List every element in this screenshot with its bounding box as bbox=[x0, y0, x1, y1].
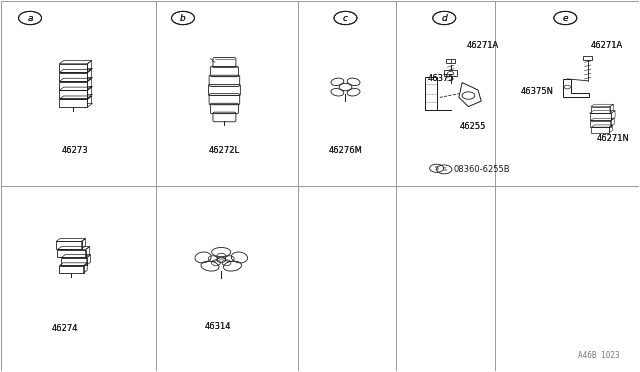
Bar bbox=[60, 90, 88, 99]
Bar bbox=[60, 73, 88, 81]
Text: e: e bbox=[563, 13, 568, 22]
Text: 46375N: 46375N bbox=[520, 87, 553, 96]
Text: 46314: 46314 bbox=[205, 322, 231, 331]
Text: e: e bbox=[563, 13, 568, 22]
Text: 46272L: 46272L bbox=[209, 147, 240, 155]
Text: 46314: 46314 bbox=[205, 322, 231, 331]
Bar bbox=[591, 127, 609, 133]
Text: 46271A: 46271A bbox=[467, 41, 499, 50]
Bar bbox=[589, 113, 611, 120]
Text: 46276M: 46276M bbox=[328, 147, 362, 155]
Text: b: b bbox=[180, 13, 186, 22]
Text: 08360-6255B: 08360-6255B bbox=[454, 165, 511, 174]
Bar bbox=[591, 107, 610, 112]
Text: d: d bbox=[442, 13, 447, 22]
Text: b: b bbox=[180, 13, 186, 22]
Bar bbox=[58, 250, 86, 257]
Text: S: S bbox=[435, 166, 438, 171]
Bar bbox=[60, 266, 84, 273]
Text: c: c bbox=[343, 13, 348, 22]
Bar bbox=[444, 70, 457, 76]
Text: 46271A: 46271A bbox=[467, 41, 499, 50]
Text: 46273: 46273 bbox=[61, 147, 88, 155]
Text: c: c bbox=[343, 13, 348, 22]
Bar bbox=[60, 64, 88, 72]
Text: 46272L: 46272L bbox=[209, 147, 240, 155]
Text: d: d bbox=[442, 13, 447, 22]
Text: 46274: 46274 bbox=[52, 324, 78, 333]
Text: 46255: 46255 bbox=[460, 122, 486, 131]
Text: 46274: 46274 bbox=[52, 324, 78, 333]
Text: 46273: 46273 bbox=[61, 147, 88, 155]
Text: 46271A: 46271A bbox=[591, 41, 623, 50]
Text: 46375: 46375 bbox=[428, 74, 454, 83]
Text: 46375N: 46375N bbox=[520, 87, 553, 96]
Bar bbox=[60, 99, 88, 108]
Bar bbox=[590, 121, 611, 126]
Text: 46271A: 46271A bbox=[591, 41, 623, 50]
Text: A46B 1023: A46B 1023 bbox=[578, 350, 620, 359]
Text: 46271N: 46271N bbox=[596, 134, 630, 142]
Text: 46255: 46255 bbox=[460, 122, 486, 131]
Text: 46276M: 46276M bbox=[328, 147, 362, 155]
Bar bbox=[61, 258, 87, 265]
Bar bbox=[60, 81, 88, 90]
Text: a: a bbox=[28, 13, 33, 22]
Text: 46375: 46375 bbox=[428, 74, 454, 83]
Text: a: a bbox=[28, 13, 33, 22]
Bar bbox=[56, 241, 82, 249]
Text: 46271N: 46271N bbox=[596, 134, 630, 142]
Text: S: S bbox=[442, 167, 446, 172]
